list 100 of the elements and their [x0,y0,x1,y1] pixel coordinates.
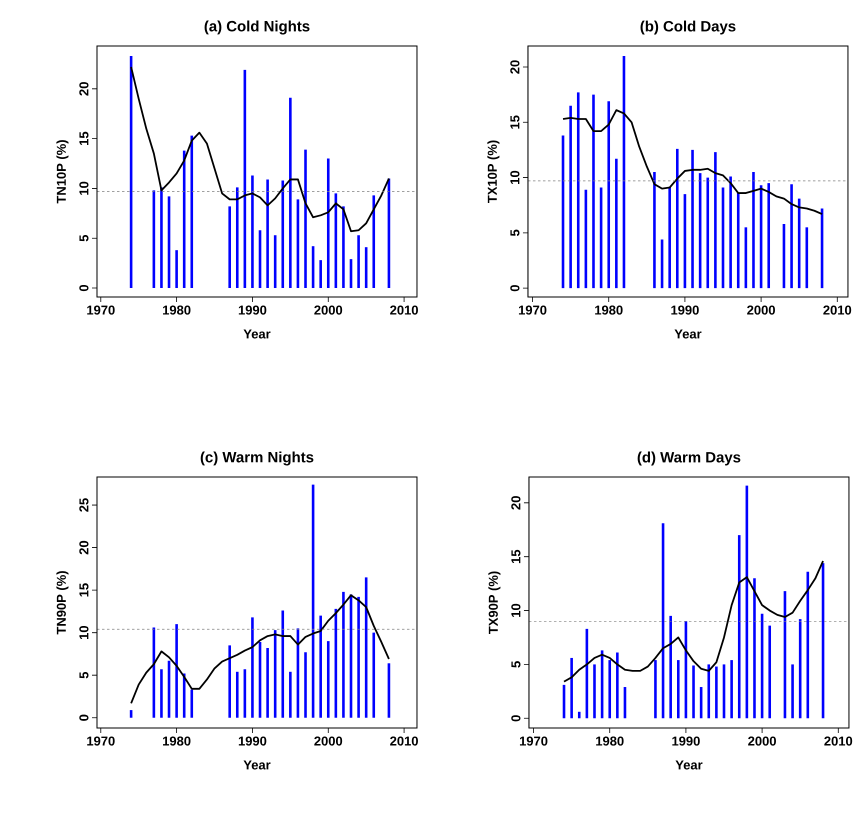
y-tick-label: 10 [510,170,520,184]
bar [706,178,710,288]
y-tick-label: 20 [511,496,520,510]
bar [236,672,239,718]
chart-title: (a) Cold Nights [204,20,310,35]
x-tick-label: 1980 [595,306,623,315]
x-axis-title: Year [244,330,270,339]
bar [820,208,824,288]
x-axis-title: Year [674,330,702,339]
line-series [130,66,390,232]
bar [760,185,762,288]
bar [806,227,808,288]
bar [289,672,292,718]
bar [364,247,368,288]
x-tick-label: 1990 [238,306,266,315]
bar [296,628,300,718]
bar [190,690,194,718]
chart-title: (c) Warm Nights [200,452,314,466]
bar [372,195,376,288]
bar [569,106,572,288]
bar [615,158,618,288]
bar [729,176,732,288]
bar [175,624,178,718]
y-tick-label: 15 [510,115,520,129]
x-tick-label: 1980 [596,736,624,746]
x-tick-label: 2010 [824,736,852,746]
x-tick-label: 1970 [87,736,115,746]
y-tick-label: 5 [511,661,520,668]
bar [768,626,772,718]
bar [251,176,254,288]
bar [244,669,246,718]
bar [357,596,360,718]
bar [746,486,748,718]
bar [576,92,580,288]
x-tick-label: 2010 [823,306,852,315]
y-tick-label: 0 [79,284,88,292]
x-tick-label: 2000 [748,736,776,746]
y-axis-title: TX90P (%) [488,571,500,634]
bar [570,658,573,718]
bar [698,173,702,288]
bar [660,240,664,288]
bar [616,652,619,718]
x-tick-label: 2000 [314,736,342,746]
y-tick-label: 10 [79,182,88,195]
y-tick-label: 15 [511,550,520,564]
y-tick-label: 5 [510,230,520,236]
bar [130,710,132,718]
bar [372,632,376,718]
bar [676,148,679,288]
bar [607,101,610,288]
bar [791,664,794,718]
x-tick-label: 1990 [672,736,700,746]
bar [182,150,186,288]
bar [350,259,352,288]
bar [258,642,262,718]
bar [364,577,368,718]
bar [622,56,626,288]
bar [304,652,307,718]
bar [258,230,262,288]
bar [624,687,626,718]
chart-title: (b) Cold Days [640,20,736,35]
bar [753,578,756,718]
bar [326,158,330,288]
bar [608,660,612,718]
bar [600,188,602,288]
bar [190,136,194,288]
bar [334,193,338,288]
bar [592,94,595,288]
bar [326,641,330,718]
x-tick-label: 2010 [390,306,418,315]
y-tick-label: 20 [510,60,520,74]
bar [350,594,352,718]
bar [266,648,269,718]
bar [806,572,810,718]
bar [388,663,390,718]
bar [296,199,300,288]
bar [654,660,657,718]
bar [662,523,664,718]
bar [784,591,786,718]
x-tick-label: 1980 [163,736,190,746]
line-series [130,594,390,704]
y-tick-label: 0 [511,715,520,722]
bar [730,660,733,718]
bar [722,664,726,718]
bar [175,250,178,288]
bar [274,235,276,288]
bar [782,224,786,288]
bar [684,194,686,288]
chart-title: (d) Warm Days [638,452,740,466]
line-series [563,560,824,683]
bar [334,608,338,718]
bar [584,190,588,288]
bar [228,206,231,288]
bar [152,190,156,288]
bar [130,56,132,288]
bar [388,178,390,288]
bar [760,614,764,718]
bar [168,196,170,288]
bar [736,193,740,288]
bar [312,484,314,718]
